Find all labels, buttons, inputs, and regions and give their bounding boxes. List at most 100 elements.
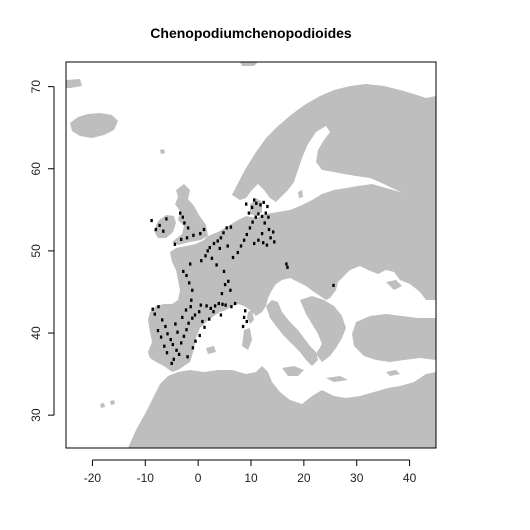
occurrence-point (172, 357, 175, 361)
occurrence-point (229, 288, 232, 292)
y-tick-label: 40 (29, 326, 43, 340)
y-axis: 30 40 50 60 70 (29, 80, 55, 422)
occurrence-point (173, 242, 177, 246)
occurrence-point (188, 281, 191, 285)
occurrence-point (226, 244, 229, 248)
y-tick-label: 30 (29, 408, 43, 422)
occurrence-point (216, 239, 219, 243)
occurrence-point (174, 322, 177, 326)
occurrence-point (165, 351, 169, 355)
landmass-north-africa (128, 366, 436, 448)
occurrence-point (332, 283, 335, 287)
occurrence-point (285, 262, 288, 266)
occurrence-point (245, 232, 248, 237)
occurrence-point (272, 230, 275, 234)
occurrence-point (179, 211, 182, 215)
occurrence-point (233, 301, 237, 306)
occurrence-point (199, 232, 202, 236)
occurrence-point (203, 325, 206, 329)
occurrence-point (250, 205, 254, 209)
occurrence-point (286, 265, 289, 269)
occurrence-point (177, 352, 181, 356)
x-tick-label: 0 (195, 471, 202, 485)
occurrence-point (191, 288, 194, 292)
occurrence-point (154, 227, 158, 232)
x-tick-label: 30 (350, 471, 364, 485)
occurrence-point (227, 279, 230, 283)
occurrence-point (171, 342, 174, 347)
occurrence-point (223, 283, 227, 287)
y-tick-label: 50 (29, 244, 43, 258)
x-tick-label: 20 (297, 471, 311, 485)
occurrence-point (157, 305, 160, 309)
occurrence-point (184, 308, 188, 312)
occurrence-point (208, 317, 211, 321)
occurrence-point (181, 215, 184, 219)
occurrence-point (212, 241, 216, 246)
occurrence-point (198, 310, 201, 314)
occurrence-point (182, 269, 185, 273)
occurrence-point (242, 315, 246, 319)
occurrence-point (162, 229, 165, 233)
occurrence-point (253, 198, 256, 202)
occurrence-point (202, 227, 206, 232)
occurrence-point (185, 273, 188, 278)
occurrence-point (260, 232, 264, 236)
landmass-arctic-fragment (240, 62, 258, 66)
x-tick-label: -10 (137, 471, 155, 485)
occurrence-point (170, 361, 173, 365)
occurrence-point (265, 243, 269, 247)
occurrence-point (153, 312, 156, 316)
occurrence-point (158, 223, 161, 227)
occurrence-point (267, 227, 271, 232)
occurrence-point (176, 330, 179, 334)
occurrence-point (204, 254, 207, 258)
occurrence-point (262, 200, 265, 204)
occurrence-point (186, 226, 190, 230)
occurrence-point (255, 201, 258, 205)
landmass-balearics (206, 346, 216, 354)
occurrence-point (187, 321, 190, 325)
y-tick-label: 70 (29, 80, 43, 94)
occurrence-point (194, 339, 197, 343)
landmass-balkans (300, 296, 346, 362)
occurrence-point (169, 338, 172, 342)
landmass-baltic-island (298, 190, 303, 198)
occurrence-point (229, 225, 233, 229)
occurrence-point (224, 303, 227, 307)
x-axis: -20 -10 0 10 20 30 40 (84, 459, 417, 485)
occurrence-point (166, 332, 169, 336)
occurrence-point (267, 215, 270, 219)
occurrence-point (151, 307, 154, 311)
occurrence-point (200, 259, 203, 263)
occurrence-point (266, 204, 269, 209)
occurrence-point (264, 211, 267, 215)
y-tick-label: 60 (29, 162, 43, 176)
occurrence-point (175, 348, 178, 352)
occurrence-point (236, 250, 239, 255)
occurrence-point (219, 236, 223, 240)
occurrence-point (161, 318, 164, 322)
occurrence-point (222, 269, 226, 273)
occurrence-point (201, 319, 204, 324)
occurrence-point (191, 346, 195, 350)
plot-frame (65, 61, 437, 449)
landmass-crete (326, 376, 348, 382)
landmass-cyprus (386, 370, 400, 376)
occurrence-point (180, 237, 183, 241)
occurrence-point (257, 212, 260, 216)
occurrence-point (241, 324, 245, 329)
occurrence-point (245, 319, 248, 324)
occurrence-point (183, 221, 186, 225)
occurrence-point (205, 304, 208, 308)
occurrence-point (210, 256, 214, 260)
occurrence-point (186, 355, 189, 359)
x-tick-label: -20 (84, 471, 102, 485)
occurrence-point (220, 292, 224, 296)
occurrence-point (156, 329, 160, 333)
occurrence-point (198, 333, 201, 338)
occurrence-point (215, 263, 218, 267)
landmass-ireland (154, 215, 176, 238)
occurrence-point (221, 302, 224, 306)
occurrence-points (150, 198, 335, 365)
